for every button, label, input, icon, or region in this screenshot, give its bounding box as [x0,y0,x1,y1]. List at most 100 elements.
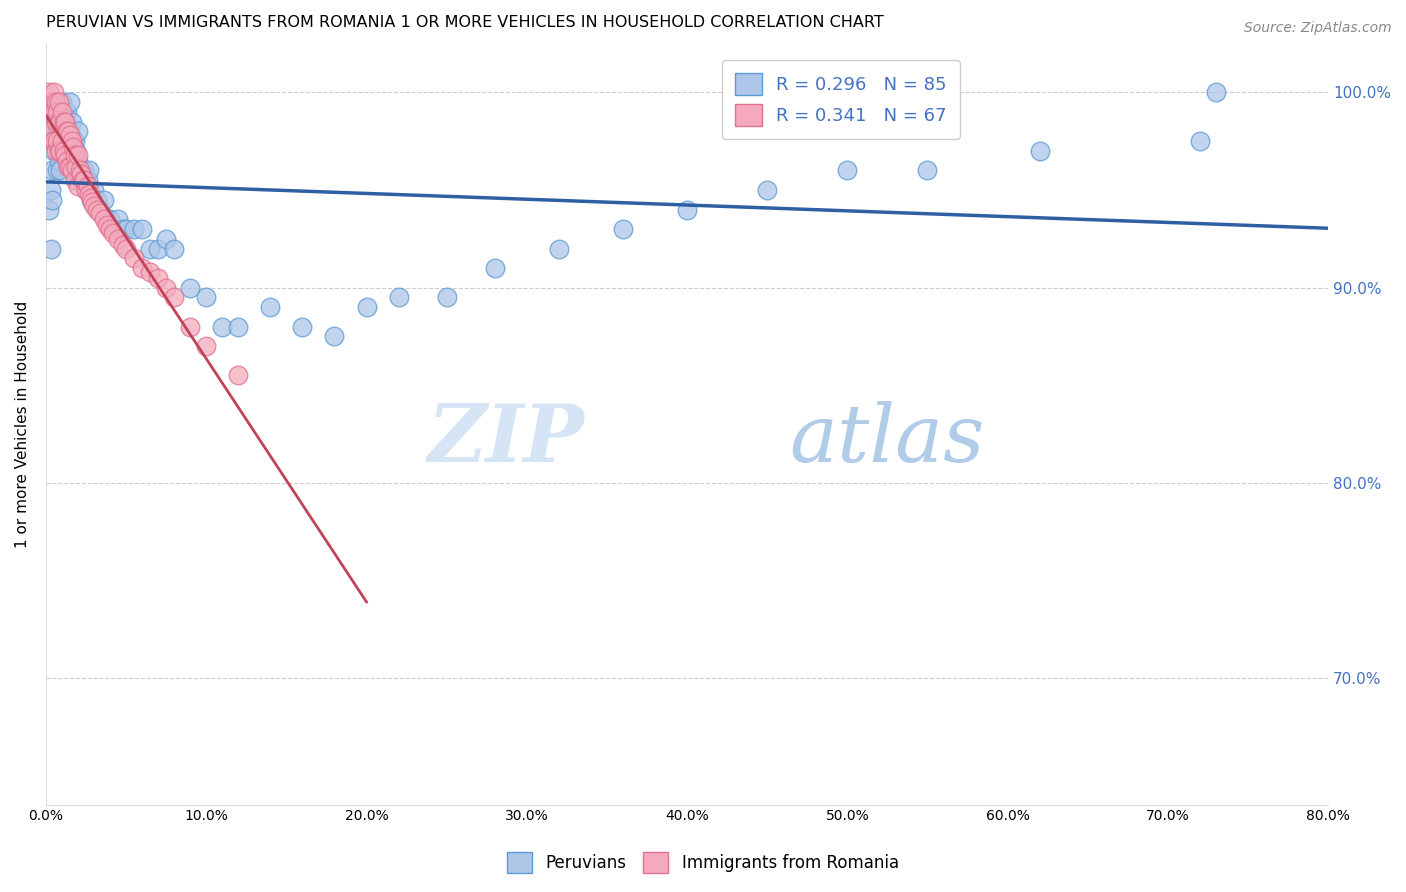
Point [41,163,63,178]
Point [63,134,86,148]
Point [73,163,96,178]
Point [291,319,314,334]
Point [41,193,63,207]
Point [73,173,96,187]
Point [51,95,73,110]
Point [76,173,98,187]
Point [51,134,73,148]
Point [103,222,125,236]
Legend: R = 0.296   N = 85, R = 0.341   N = 67: R = 0.296 N = 85, R = 0.341 N = 67 [723,61,959,138]
Point [48,124,70,138]
Point [259,300,281,314]
Point [59,124,82,138]
Point [65,160,87,174]
Point [547,242,569,256]
Point [39,124,62,138]
Point [49,114,72,128]
Point [42,134,65,148]
Point [58,124,80,138]
Point [484,261,506,276]
Point [72,173,94,187]
Point [49,144,72,158]
Point [1028,144,1050,158]
Point [96,212,118,227]
Point [63,148,86,162]
Point [59,160,82,174]
Point [45,95,67,110]
Point [195,290,218,304]
Point [42,124,65,138]
Point [49,134,72,148]
Point [58,153,80,168]
Point [387,290,409,304]
Point [66,148,89,162]
Point [62,140,84,154]
Point [46,163,69,178]
Text: atlas: atlas [790,401,986,478]
Point [77,163,100,178]
Point [83,183,105,197]
Point [612,222,634,236]
Point [146,270,169,285]
Point [56,105,79,120]
Point [83,199,105,213]
Point [53,114,76,128]
Point [155,232,177,246]
Point [107,212,129,227]
Point [53,114,76,128]
Point [38,202,60,217]
Point [139,242,162,256]
Point [56,124,79,138]
Point [51,134,73,148]
Point [163,290,186,304]
Point [42,86,65,100]
Point [69,163,91,178]
Point [122,222,145,236]
Point [356,300,378,314]
Text: PERUVIAN VS IMMIGRANTS FROM ROMANIA 1 OR MORE VEHICLES IN HOUSEHOLD CORRELATION : PERUVIAN VS IMMIGRANTS FROM ROMANIA 1 OR… [46,15,884,30]
Point [80,193,103,207]
Point [155,280,177,294]
Point [837,163,859,178]
Point [56,153,79,168]
Point [46,124,69,138]
Point [46,134,69,148]
Point [58,160,80,174]
Point [58,124,80,138]
Point [436,290,458,304]
Point [60,134,83,148]
Y-axis label: 1 or more Vehicles in Household: 1 or more Vehicles in Household [15,301,30,548]
Point [38,86,60,100]
Point [48,144,70,158]
Point [1188,134,1211,148]
Point [62,163,84,178]
Point [115,242,138,256]
Point [45,95,67,110]
Point [115,222,138,236]
Point [163,242,186,256]
Point [96,218,118,232]
Point [89,202,111,217]
Point [39,242,62,256]
Point [195,339,218,353]
Point [70,168,93,182]
Point [51,114,73,128]
Point [111,237,134,252]
Point [46,105,69,120]
Point [45,134,67,148]
Point [131,261,153,276]
Point [89,206,111,220]
Point [41,134,63,148]
Point [66,124,89,138]
Point [39,183,62,197]
Point [98,212,121,227]
Point [60,144,83,158]
Point [146,242,169,256]
Point [211,319,233,334]
Point [52,144,75,158]
Point [75,183,97,197]
Point [93,193,115,207]
Point [38,105,60,120]
Point [98,222,121,236]
Point [42,105,65,120]
